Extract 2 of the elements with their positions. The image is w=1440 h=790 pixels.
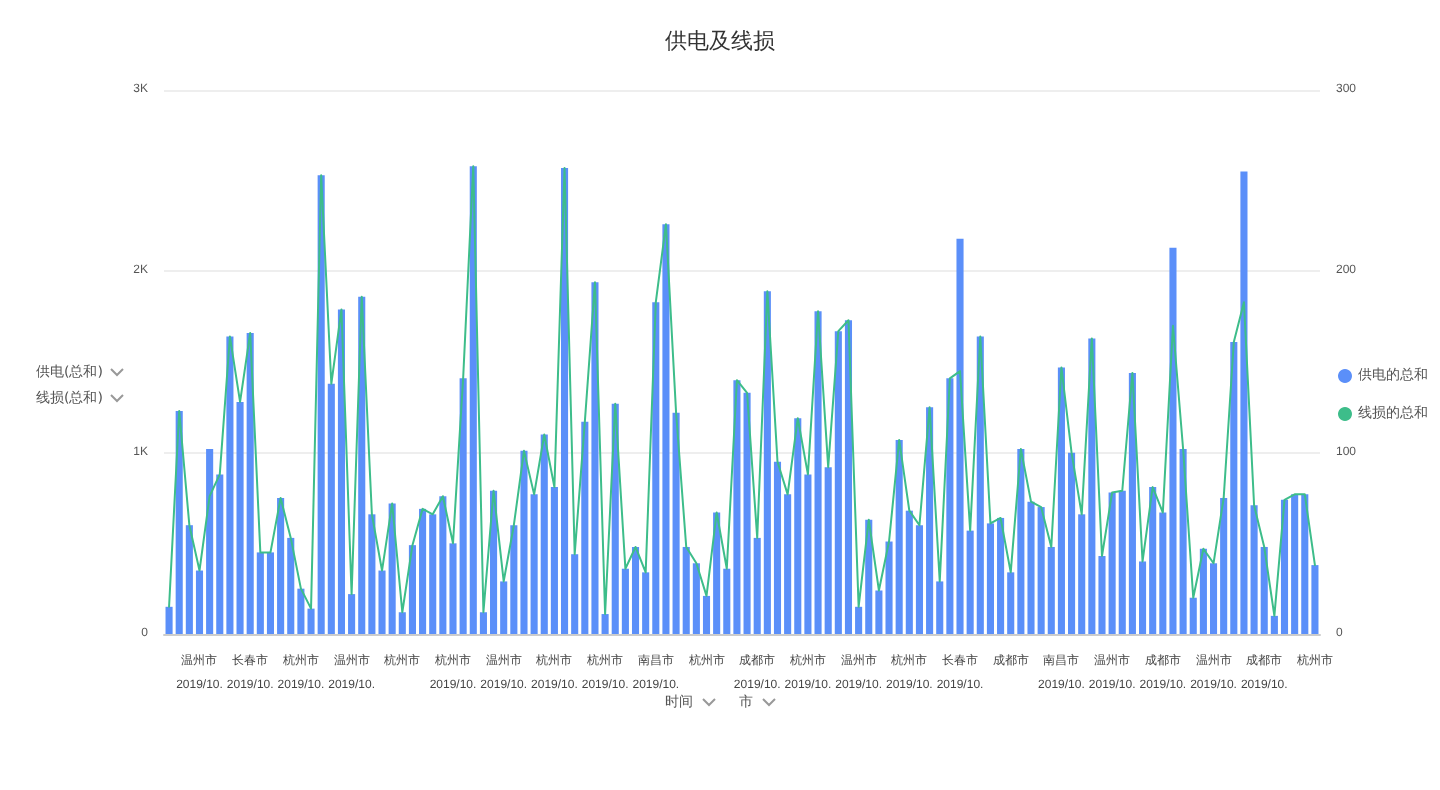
line-series — [168, 165, 1316, 617]
chart-title: 供电及线损 — [665, 28, 775, 54]
